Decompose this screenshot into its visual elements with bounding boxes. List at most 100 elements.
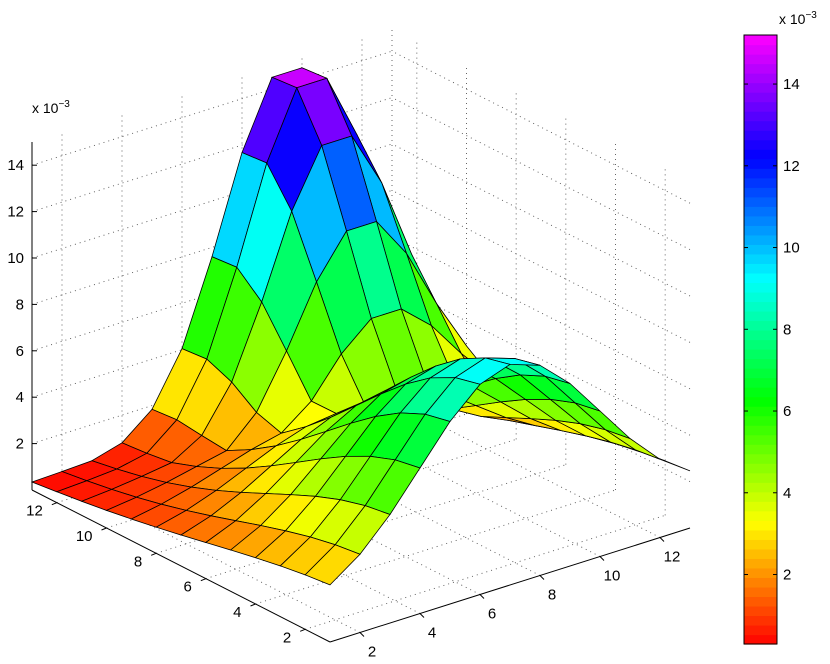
z-tick-label: 2 <box>16 436 24 453</box>
colorbar-segment <box>744 501 777 512</box>
colorbar-segment <box>744 624 777 636</box>
colorbar-segment <box>744 196 777 207</box>
z-axis-multiplier: x 10−3 <box>32 99 70 116</box>
z-tick-label: 6 <box>16 343 24 360</box>
z-tick-label: 10 <box>7 250 24 267</box>
y-tick-label: 4 <box>233 604 241 621</box>
z-tick-label: 12 <box>7 204 24 221</box>
x-tick <box>659 537 665 542</box>
colorbar-segment <box>744 615 777 626</box>
y-tick-label: 8 <box>134 553 142 570</box>
x-axis-line <box>329 527 691 643</box>
colorbar-segment <box>744 586 777 598</box>
colorbar-segment <box>744 329 777 341</box>
colorbar-segment <box>744 520 777 531</box>
colorbar-segment <box>744 339 777 350</box>
colorbar-segment <box>744 434 777 445</box>
floor-grid-line-x <box>361 385 661 538</box>
colorbar-segment <box>744 310 777 322</box>
colorbar-segment <box>744 177 777 188</box>
grid-line-z <box>391 282 691 436</box>
x-tick <box>539 575 545 580</box>
y-tick-label: 6 <box>183 579 191 596</box>
colorbar-segment <box>744 472 777 483</box>
colorbar-frame <box>743 34 778 645</box>
colorbar: 2 4 6 8 10 12 14 <box>743 34 800 645</box>
grid-line-z <box>391 189 691 343</box>
y-tick <box>101 527 107 531</box>
y-tick-label: 10 <box>76 528 93 545</box>
grid-line-z <box>391 143 691 297</box>
colorbar-segment <box>744 567 777 578</box>
colorbar-segment <box>744 263 777 274</box>
colorbar-segment <box>744 425 777 436</box>
colorbar-segment <box>744 320 777 331</box>
y-tick <box>250 603 256 607</box>
colorbar-segment <box>744 272 777 284</box>
colorbar-segment <box>744 415 777 426</box>
colorbar-segment <box>744 291 777 303</box>
z-tick-label: 14 <box>7 157 24 174</box>
colorbar-tick-label: 2 <box>783 567 791 584</box>
colorbar-segment <box>744 377 777 388</box>
x-tick <box>479 594 485 599</box>
colorbar-segment <box>744 396 777 407</box>
floor-grid-line-x <box>241 423 541 576</box>
colorbar-segment <box>744 358 777 369</box>
colorbar-segment <box>744 510 777 521</box>
grid-line-z <box>391 329 691 483</box>
colorbar-segment <box>744 301 777 312</box>
colorbar-segment <box>744 158 777 169</box>
colorbar-segment <box>744 44 777 55</box>
x-tick <box>359 632 365 637</box>
colorbar-tick-label: 12 <box>783 158 800 175</box>
colorbar-segment <box>744 35 777 46</box>
y-axis-line <box>31 489 331 643</box>
colorbar-segment <box>744 234 777 245</box>
y-tick <box>299 628 306 632</box>
surface-mesh <box>30 66 691 586</box>
colorbar-segment <box>744 168 777 179</box>
colorbar-tick-label: 8 <box>783 321 791 338</box>
colorbar-segment <box>744 92 777 103</box>
colorbar-segment <box>744 101 777 112</box>
colorbar-segment <box>744 206 777 217</box>
colorbar-segment <box>744 253 777 264</box>
grid-line-z <box>391 50 691 204</box>
colorbar-segment <box>744 282 777 293</box>
colorbar-segment <box>744 577 777 588</box>
colorbar-segment <box>744 149 777 160</box>
colorbar-segment <box>744 215 777 226</box>
colorbar-segment <box>744 387 777 398</box>
z-tick-label: 8 <box>16 296 24 313</box>
colorbar-segment <box>744 463 777 474</box>
colorbar-tick-label: 10 <box>783 240 800 257</box>
back-grid <box>31 28 691 633</box>
colorbar-segment <box>744 54 777 65</box>
floor-grid-line-x <box>181 442 481 595</box>
colorbar-segment <box>744 444 777 455</box>
floor-grid-line-x <box>301 404 601 557</box>
grid-line-z <box>391 97 691 251</box>
colorbar-segment <box>744 368 777 379</box>
colorbar-segment <box>744 529 777 540</box>
colorbar-segment <box>744 120 777 131</box>
floor-grid-line-x <box>61 480 361 633</box>
x-tick <box>599 556 605 561</box>
colorbar-tick-label: 6 <box>783 403 791 420</box>
floor-grid-line-x <box>121 461 421 614</box>
colorbar-multiplier: x 10−3 <box>779 10 817 27</box>
colorbar-segment <box>744 634 777 645</box>
y-tick-label: 12 <box>26 503 43 520</box>
colorbar-segment <box>744 548 777 559</box>
x-tick-label: 8 <box>548 587 556 604</box>
colorbar-segment <box>744 139 777 150</box>
x-tick-label: 2 <box>368 644 376 661</box>
colorbar-segment <box>744 111 777 122</box>
colorbar-segment <box>744 491 777 502</box>
x-tick <box>419 613 425 618</box>
y-tick <box>200 578 207 582</box>
colorbar-segment <box>744 558 777 569</box>
colorbar-tick-label: 14 <box>783 76 800 93</box>
